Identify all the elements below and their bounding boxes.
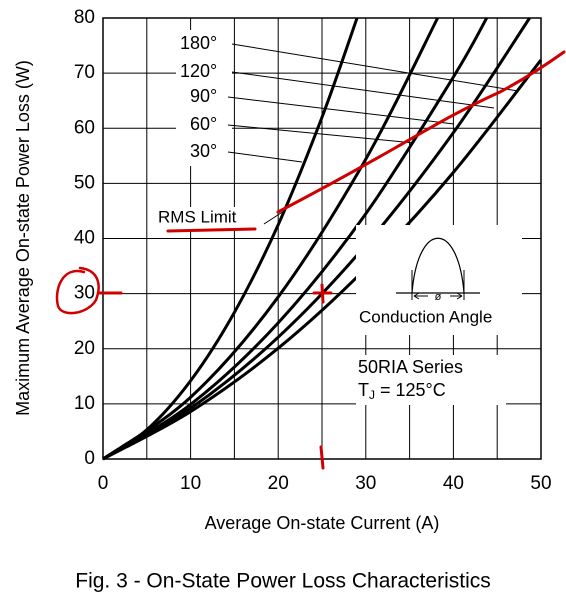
series-line bbox=[102, 17, 439, 461]
y-tick-label: 40 bbox=[74, 228, 95, 249]
series-label: 90° bbox=[190, 86, 217, 106]
y-axis-label: Maximum Average On-state Power Loss (W) bbox=[13, 60, 33, 416]
half-sine bbox=[411, 237, 465, 294]
x-tick-label: 50 bbox=[530, 473, 551, 494]
label-bg bbox=[156, 207, 264, 229]
series-labels: 180° 120° 90° 60° 30° bbox=[176, 30, 519, 166]
series-label: 120° bbox=[180, 61, 217, 81]
icon-bg bbox=[356, 225, 522, 335]
x-axis-label: Average On-state Current (A) bbox=[205, 513, 440, 533]
leader bbox=[263, 210, 285, 225]
x-tick-label: 10 bbox=[180, 473, 201, 494]
y-tick-label: 80 bbox=[74, 7, 95, 28]
red-underline bbox=[166, 227, 257, 233]
leader bbox=[231, 71, 495, 109]
arrows bbox=[413, 292, 463, 300]
y-tick-label: 30 bbox=[74, 283, 95, 304]
red-rms-line bbox=[276, 50, 566, 214]
y-tick-label: 0 bbox=[84, 448, 95, 469]
y-tick-label: 20 bbox=[74, 338, 95, 359]
y-tick-label: 60 bbox=[74, 117, 95, 138]
x-tick-label: 0 bbox=[98, 473, 109, 494]
temp-label: TJ = 125°C bbox=[358, 380, 446, 402]
curves bbox=[102, 17, 543, 461]
y-tick-label: 50 bbox=[74, 172, 95, 193]
leader bbox=[227, 96, 455, 125]
series-label: 180° bbox=[180, 33, 217, 53]
x-tick-label: 40 bbox=[443, 473, 464, 494]
series-line bbox=[102, 17, 488, 461]
label-bg bbox=[176, 30, 232, 166]
temp-sub: J bbox=[369, 388, 375, 402]
red-circle bbox=[55, 266, 100, 315]
conduction-icon: ø Conduction Angle bbox=[356, 225, 522, 335]
red-cross bbox=[312, 283, 333, 304]
series-line bbox=[102, 17, 359, 461]
leader bbox=[231, 43, 519, 92]
x-tick-label: 20 bbox=[268, 473, 289, 494]
temp-rest: = 125°C bbox=[375, 380, 446, 400]
red-marks bbox=[55, 50, 566, 470]
series-label: 60° bbox=[190, 114, 217, 134]
rms-label: RMS Limit bbox=[158, 207, 237, 226]
temp-t: T bbox=[358, 380, 369, 400]
red-tick bbox=[319, 445, 325, 470]
caption: Fig. 3 - On-State Power Loss Characteris… bbox=[75, 570, 490, 593]
series-line bbox=[102, 17, 531, 461]
leader bbox=[227, 124, 415, 144]
angle-symbol: ø bbox=[435, 291, 442, 303]
y-tick-label: 10 bbox=[74, 393, 95, 414]
series-line bbox=[102, 58, 543, 461]
device-label: 50RIA Series bbox=[358, 357, 463, 377]
label-bg bbox=[356, 355, 506, 405]
y-tick-label: 70 bbox=[74, 62, 95, 83]
conduction-label: Conduction Angle bbox=[359, 307, 492, 326]
leader bbox=[227, 151, 303, 163]
x-tick-label: 30 bbox=[355, 473, 376, 494]
series-label: 30° bbox=[190, 141, 217, 161]
